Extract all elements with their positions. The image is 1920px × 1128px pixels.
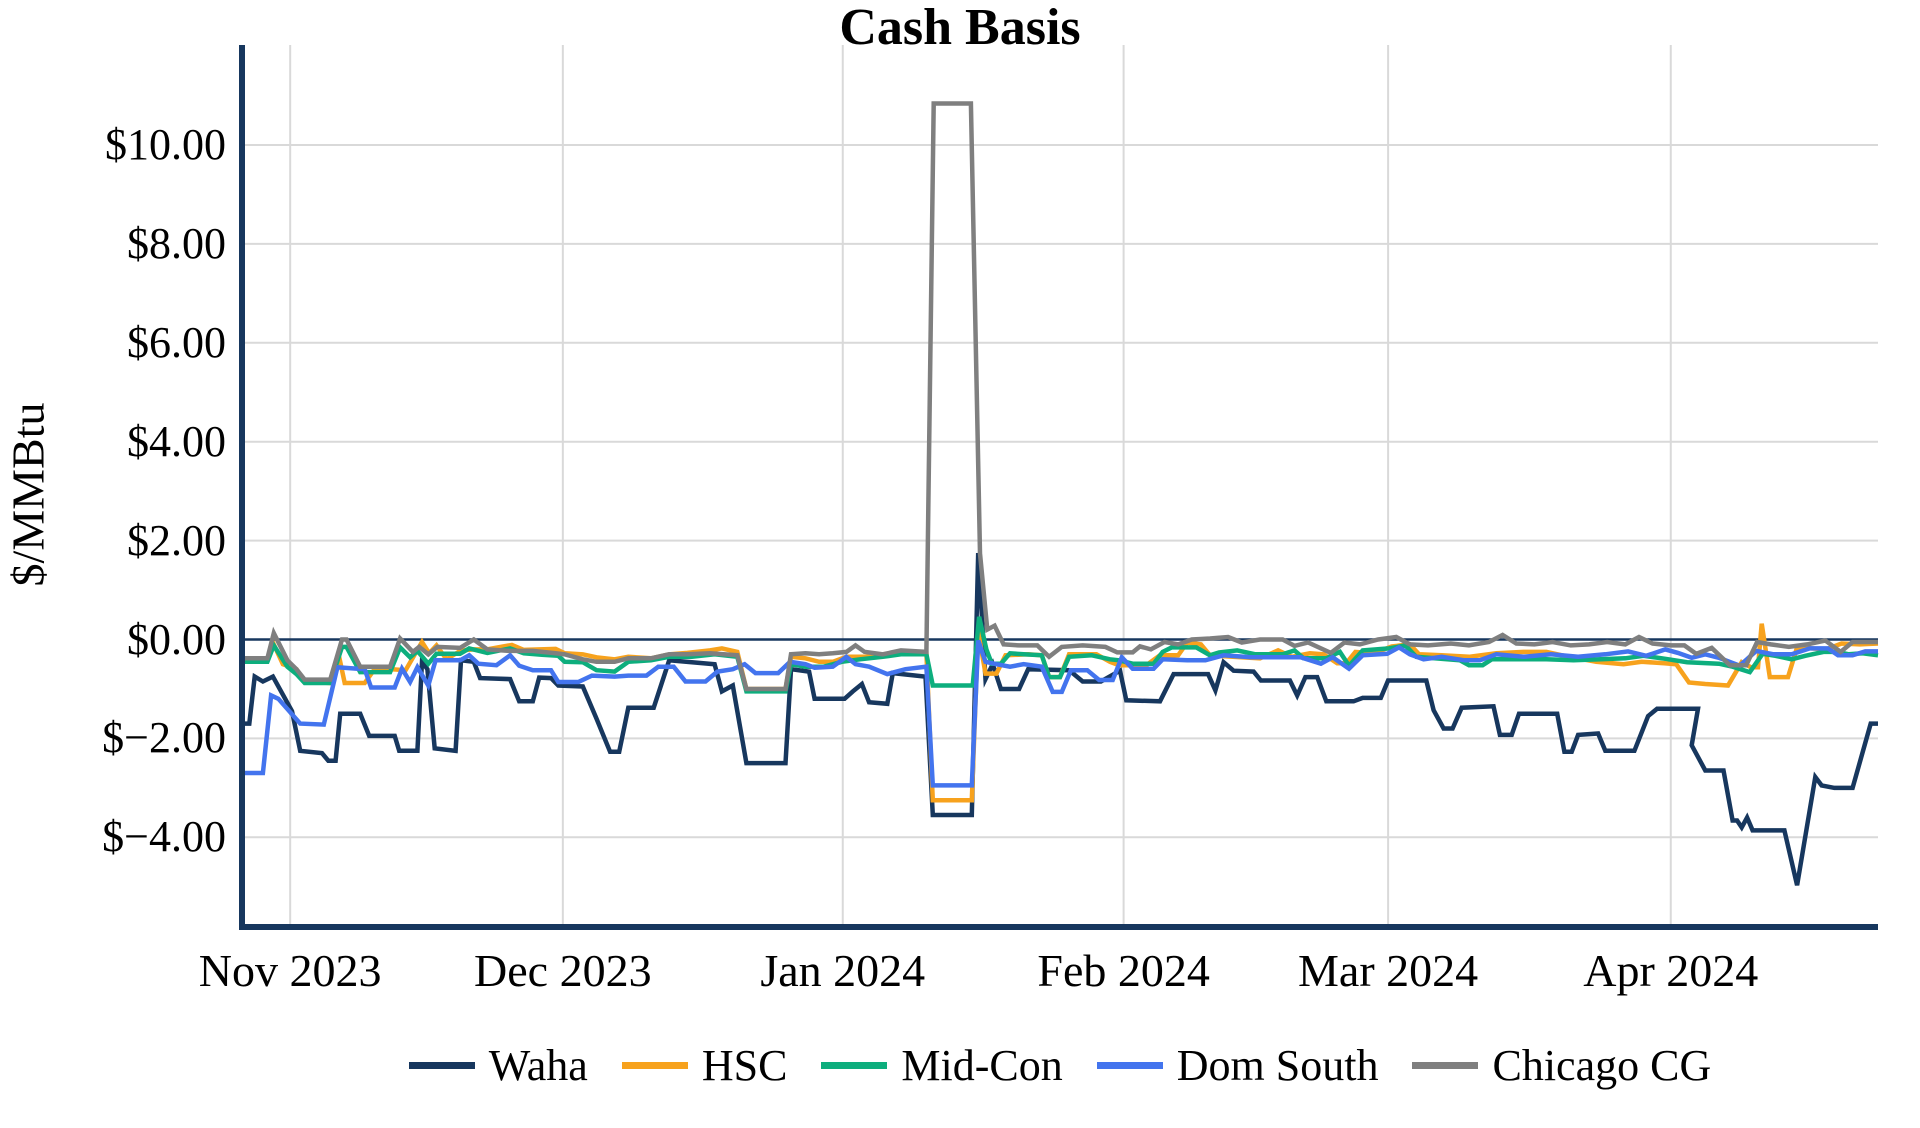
legend: Waha HSC Mid-Con Dom South Chicago CG xyxy=(242,1040,1878,1091)
legend-item-waha: Waha xyxy=(408,1040,588,1091)
legend-item-mid-con: Mid-Con xyxy=(821,1040,1063,1091)
x-tick-label: Nov 2023 xyxy=(198,945,382,996)
x-tick-label: Jan 2024 xyxy=(760,945,926,996)
y-tick-label: $0.00 xyxy=(127,614,226,664)
y-tick-label: $6.00 xyxy=(127,317,226,367)
legend-label: Waha xyxy=(488,1041,588,1090)
legend-label: Dom South xyxy=(1176,1041,1379,1090)
legend-swatch-icon xyxy=(408,1062,475,1069)
legend-swatch-icon xyxy=(1412,1062,1479,1069)
series-line-mid-con xyxy=(242,616,1879,694)
legend-label: HSC xyxy=(701,1041,788,1090)
y-tick-label: $8.00 xyxy=(127,218,226,268)
x-tick-label: Feb 2024 xyxy=(1037,945,1210,996)
legend-label: Chicago CG xyxy=(1492,1041,1712,1090)
y-tick-label: $−2.00 xyxy=(102,713,226,763)
y-tick-label: $10.00 xyxy=(105,120,226,169)
legend-swatch-icon xyxy=(621,1062,688,1069)
legend-swatch-icon xyxy=(821,1062,888,1069)
legend-swatch-icon xyxy=(1096,1062,1163,1069)
y-tick-label: $2.00 xyxy=(127,515,226,565)
series-line-chicago-cg xyxy=(242,101,1878,692)
y-tick-label: $4.00 xyxy=(127,416,226,466)
series-line-waha xyxy=(242,552,1878,886)
legend-item-chicago-cg: Chicago CG xyxy=(1412,1040,1711,1091)
legend-label: Mid-Con xyxy=(901,1041,1063,1090)
legend-item-dom-south: Dom South xyxy=(1096,1040,1379,1091)
legend-item-hsc: HSC xyxy=(621,1040,788,1091)
chart-title: Cash Basis xyxy=(839,0,1081,56)
x-tick-label: Dec 2023 xyxy=(474,945,652,996)
x-tick-label: Apr 2024 xyxy=(1583,945,1759,996)
x-tick-label: Mar 2024 xyxy=(1298,945,1479,996)
y-tick-label: $−4.00 xyxy=(102,812,226,862)
series-line-dom-south xyxy=(242,639,1878,788)
